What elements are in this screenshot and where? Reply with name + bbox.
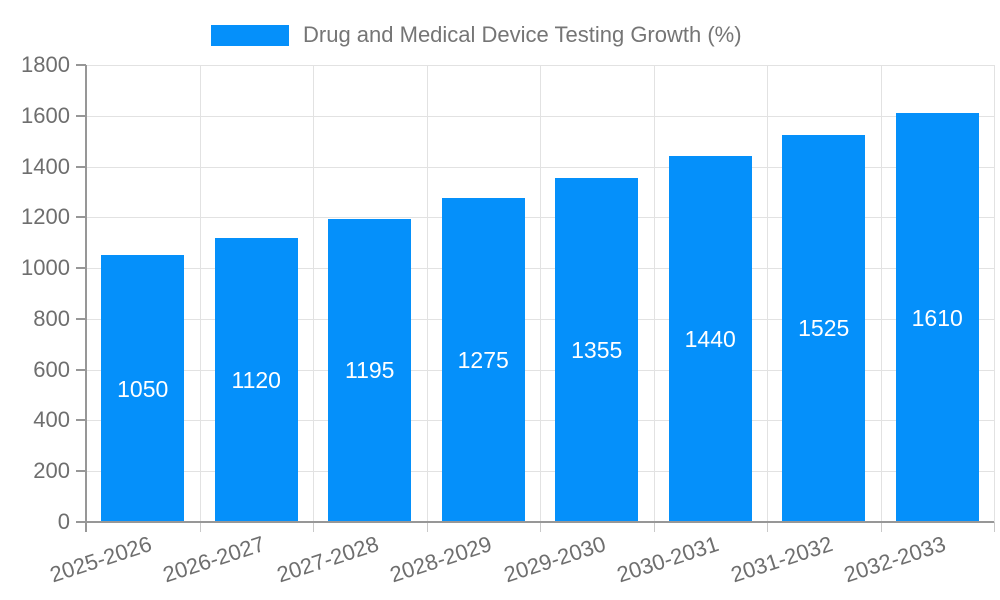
x-axis-label: 2026-2027 — [159, 531, 268, 588]
x-gridline — [767, 65, 768, 522]
bar-value-label: 1120 — [231, 366, 281, 393]
y-axis-label: 1600 — [21, 102, 70, 128]
bar: 1355 — [555, 177, 639, 522]
bar: 1195 — [328, 218, 412, 522]
bar-value-label: 1355 — [571, 336, 623, 363]
y-axis-tick — [76, 317, 86, 320]
y-axis-tick — [76, 114, 86, 117]
x-axis-tick — [426, 522, 428, 532]
bar-value-label: 1525 — [798, 315, 850, 342]
bar-value-label: 1050 — [117, 375, 169, 402]
x-gridline — [426, 65, 428, 522]
y-axis-label: 1000 — [21, 255, 70, 281]
y-axis-tick — [76, 64, 86, 66]
x-gridline — [199, 65, 201, 522]
y-axis-tick — [76, 267, 86, 270]
legend-swatch — [211, 24, 289, 46]
x-gridline — [540, 65, 541, 522]
y-axis-label: 200 — [33, 458, 70, 484]
bar: 1610 — [895, 113, 979, 522]
x-axis-label: 2030-2031 — [613, 531, 722, 588]
x-axis-label: 2032-2033 — [840, 531, 949, 588]
y-axis-tick — [76, 368, 86, 371]
x-axis-tick — [199, 522, 201, 532]
x-axis-label: 2031-2032 — [727, 531, 836, 588]
x-gridline — [994, 65, 995, 522]
x-axis-label: 2025-2026 — [46, 531, 155, 588]
bar: 1050 — [101, 255, 185, 522]
bar: 1120 — [214, 237, 298, 522]
x-gridline — [653, 65, 655, 522]
x-axis-tick — [313, 522, 314, 532]
bar-value-label: 1275 — [457, 347, 509, 374]
y-axis-label: 0 — [57, 509, 70, 534]
bar-value-label: 1610 — [911, 304, 963, 331]
x-axis-tick — [653, 522, 655, 532]
x-axis-tick — [880, 522, 882, 532]
x-axis-tick — [540, 522, 541, 532]
x-axis-label: 2029-2030 — [500, 531, 609, 588]
y-axis-tick — [76, 521, 86, 523]
y-axis-label: 800 — [33, 305, 70, 331]
y-axis-line — [85, 65, 87, 532]
y-axis-label: 600 — [33, 356, 70, 382]
x-axis-label: 2028-2029 — [386, 531, 495, 588]
x-axis-tick — [994, 522, 995, 532]
y-axis-label: 1800 — [21, 52, 70, 77]
legend-item[interactable]: Drug and Medical Device Testing Growth (… — [211, 24, 742, 46]
bar: 1525 — [782, 134, 866, 522]
y-axis-tick — [76, 216, 86, 219]
bar-value-label: 1195 — [345, 357, 395, 384]
bar-value-label: 1440 — [684, 326, 736, 353]
x-gridline — [880, 65, 882, 522]
bar: 1440 — [668, 156, 752, 522]
y-axis-tick — [76, 419, 86, 422]
y-axis-label: 1400 — [21, 153, 70, 179]
legend-label: Drug and Medical Device Testing Growth (… — [303, 22, 742, 47]
y-axis-tick — [76, 470, 86, 473]
x-gridline — [313, 65, 314, 522]
y-axis-tick — [76, 165, 86, 168]
x-axis-line — [85, 521, 994, 523]
x-axis-label: 2027-2028 — [273, 531, 382, 588]
bar: 1275 — [441, 198, 525, 522]
y-axis-label: 1200 — [21, 204, 70, 230]
x-axis-tick — [767, 522, 768, 532]
y-axis-label: 400 — [33, 407, 70, 433]
